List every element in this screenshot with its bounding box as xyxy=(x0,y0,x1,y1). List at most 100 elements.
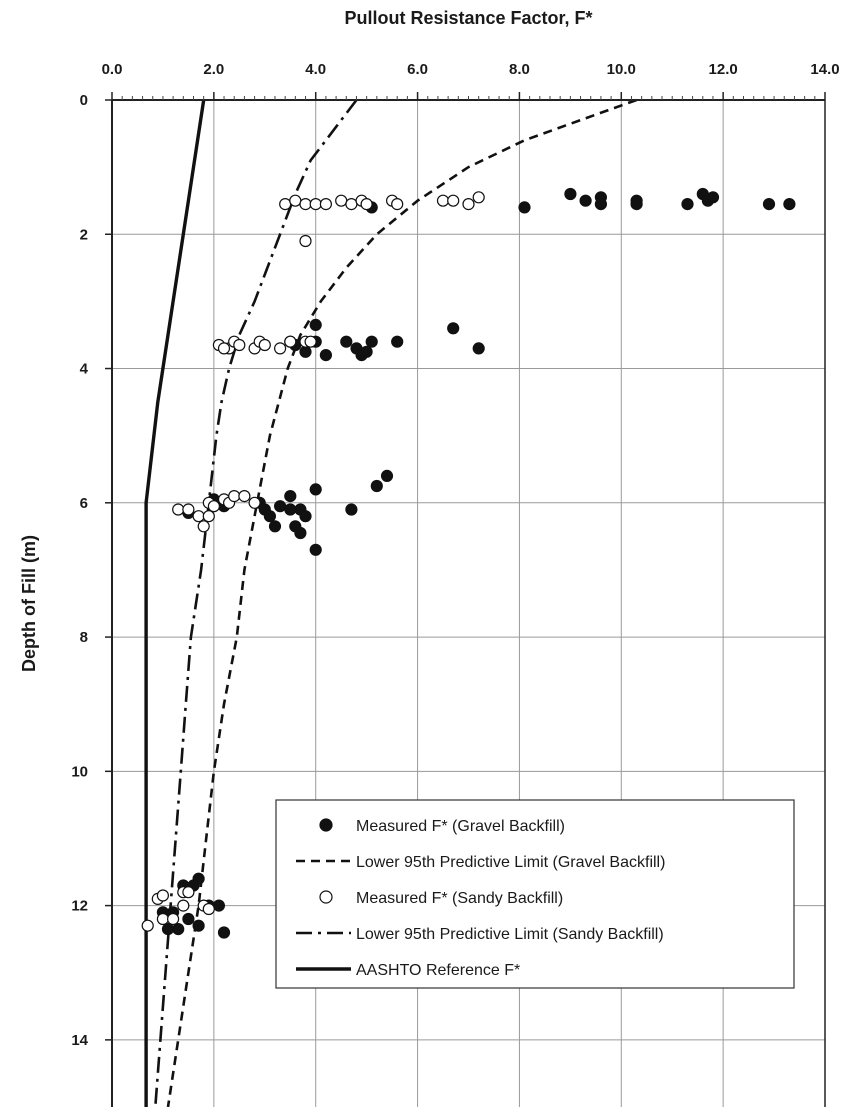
gravel-point xyxy=(309,483,322,496)
y-tick-label: 10 xyxy=(71,763,88,780)
x-axis-title: Pullout Resistance Factor, F* xyxy=(344,8,592,28)
sandy-point xyxy=(238,490,251,503)
gravel-point xyxy=(319,349,332,362)
gravel-point xyxy=(299,510,312,523)
sandy-point xyxy=(284,335,297,348)
data-points xyxy=(141,187,796,939)
gravel-point xyxy=(370,479,383,493)
sandy-point xyxy=(274,342,287,355)
gravel-point xyxy=(284,490,297,503)
legend-marker xyxy=(319,818,333,832)
gravel-point xyxy=(594,198,608,211)
x-tick-label: 12.0 xyxy=(709,61,738,78)
y-tick-label: 2 xyxy=(80,226,88,243)
x-tick-label: 8.0 xyxy=(509,61,530,78)
axes: 0.0 2.0 4.0 6.0 8.0 10.0 12.0 14.0 0 2 4 6 8 10 12 14 xyxy=(71,61,840,1107)
y-tick-label: 6 xyxy=(80,495,88,512)
y-tick-label: 12 xyxy=(71,898,88,915)
gravel-point xyxy=(192,919,205,932)
sandy-limit-line xyxy=(154,99,358,1107)
gravel-point xyxy=(309,543,322,556)
x-tick-label: 6.0 xyxy=(407,61,428,78)
gravel-point xyxy=(217,926,231,939)
gravel-point xyxy=(360,345,373,358)
sandy-point xyxy=(279,198,292,211)
sandy-point xyxy=(258,338,271,352)
x-tick-label: 2.0 xyxy=(203,61,224,78)
gravel-point xyxy=(161,922,175,936)
legend-label: Measured F* (Sandy Backfill) xyxy=(356,890,563,907)
y-tick-label: 4 xyxy=(80,361,89,378)
grid xyxy=(112,100,825,1107)
gravel-point xyxy=(299,345,312,358)
x-tick-label: 14.0 xyxy=(810,61,839,78)
gravel-point xyxy=(518,201,531,214)
gravel-point xyxy=(172,922,185,936)
sandy-point xyxy=(345,198,358,211)
x-tick-label: 4.0 xyxy=(305,61,326,78)
gravel-point xyxy=(289,520,302,533)
gravel-point xyxy=(268,520,282,533)
x-tick-label: 0.0 xyxy=(102,61,123,78)
gravel-point xyxy=(182,912,195,926)
sandy-point xyxy=(141,919,154,932)
legend-label: Lower 95th Predictive Limit (Gravel Back… xyxy=(356,854,665,871)
sandy-point xyxy=(217,342,231,355)
gravel-point xyxy=(340,335,353,348)
sandy-point xyxy=(197,520,210,533)
gravel-point xyxy=(447,322,460,335)
gravel-point xyxy=(762,198,776,211)
aashto-reference-line xyxy=(144,99,206,1107)
legend-marker xyxy=(319,890,333,904)
gravel-point xyxy=(391,335,404,348)
sandy-point xyxy=(182,503,195,516)
sandy-point xyxy=(228,490,241,503)
gravel-point xyxy=(212,899,225,912)
gravel-point xyxy=(284,503,297,516)
sandy-point xyxy=(202,510,215,523)
gravel-point xyxy=(630,198,643,211)
gravel-point xyxy=(681,198,694,211)
sandy-point xyxy=(248,496,261,509)
gravel-point xyxy=(263,510,276,523)
sandy-point xyxy=(172,503,185,516)
gravel-point xyxy=(274,500,287,513)
sandy-point xyxy=(167,912,180,926)
sandy-point xyxy=(309,198,322,211)
legend-box xyxy=(275,799,795,989)
gravel-point xyxy=(472,342,485,355)
y-axis-title: Depth of Fill (m) xyxy=(19,535,39,672)
gravel-point xyxy=(365,335,378,348)
sandy-point xyxy=(304,335,317,348)
sandy-point xyxy=(360,198,373,211)
sandy-point xyxy=(319,198,332,211)
sandy-point xyxy=(447,194,460,207)
y-tick-label: 0 xyxy=(80,92,88,109)
sandy-point xyxy=(299,234,312,248)
sandy-point xyxy=(289,194,302,207)
gravel-point xyxy=(706,191,720,204)
sandy-point xyxy=(391,198,404,211)
sandy-point xyxy=(182,886,195,899)
sandy-point xyxy=(156,889,169,902)
sandy-point xyxy=(233,338,246,352)
sandy-point xyxy=(335,194,348,207)
legend-label: AASHTO Reference F* xyxy=(356,962,520,979)
gravel-point xyxy=(564,187,577,201)
legend-label: Lower 95th Predictive Limit (Sandy Backf… xyxy=(356,926,664,943)
gravel-point xyxy=(345,503,358,516)
sandy-point xyxy=(436,194,450,207)
y-tick-label: 8 xyxy=(80,629,88,646)
gravel-point xyxy=(783,198,796,211)
sandy-point xyxy=(202,902,215,916)
legend-label: Measured F* (Gravel Backfill) xyxy=(356,818,565,835)
sandy-point xyxy=(462,198,475,211)
sandy-point xyxy=(156,912,169,926)
gravel-point xyxy=(380,469,394,482)
sandy-point xyxy=(299,198,312,211)
sandy-point xyxy=(472,191,485,204)
sandy-point xyxy=(192,510,205,523)
legend: Measured F* (Gravel Backfill) Lower 95th … xyxy=(275,799,795,989)
